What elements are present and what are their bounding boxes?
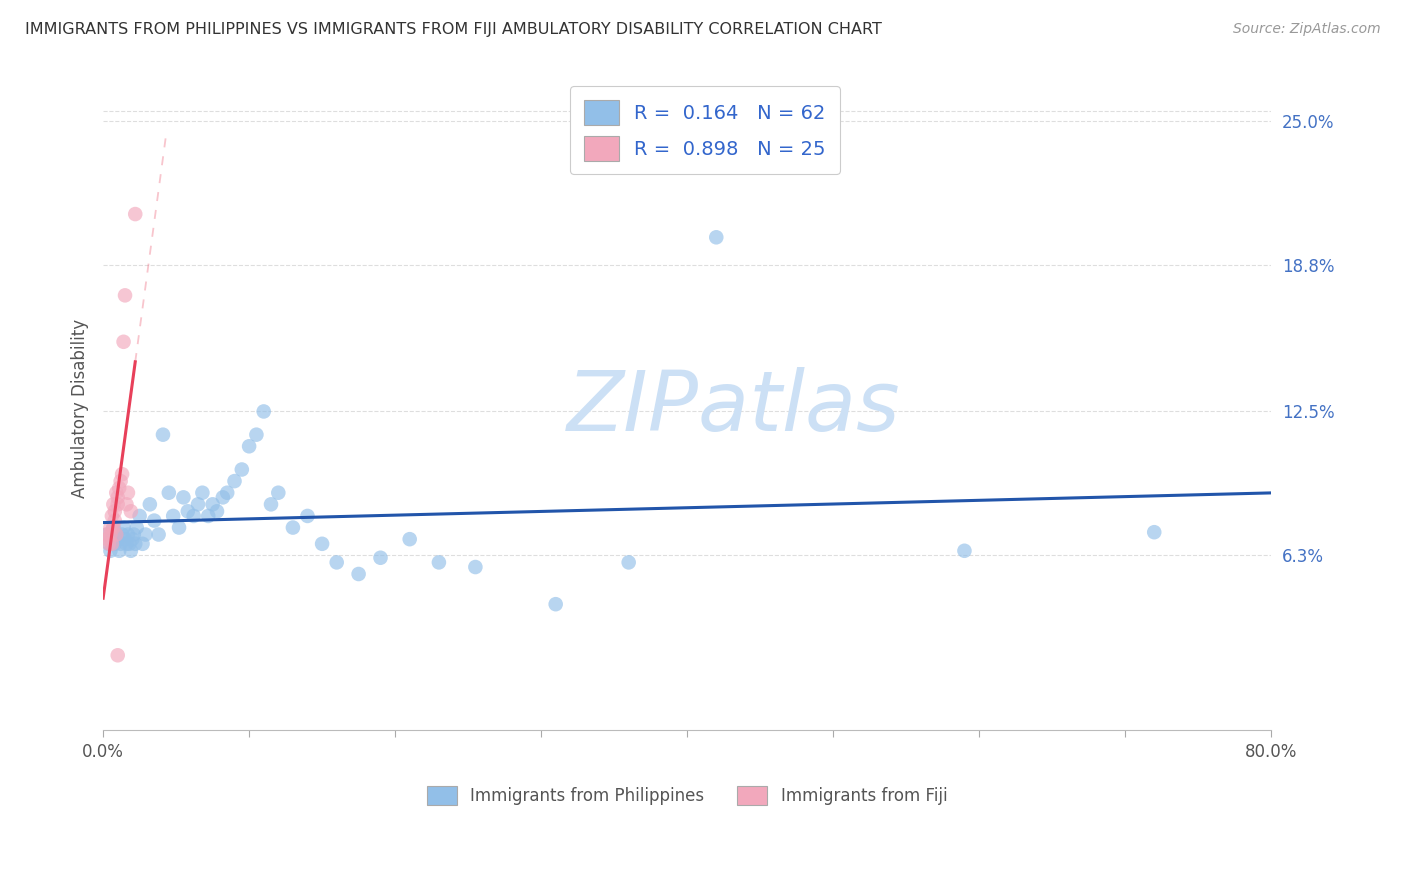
Point [115, 497, 138, 511]
Point [114, 532, 136, 546]
Point [100, 527, 122, 541]
Point [267, 485, 290, 500]
Point [103, 520, 125, 534]
Point [197, 508, 219, 523]
Point [224, 474, 246, 488]
Point [117, 527, 139, 541]
Point [107, 532, 129, 546]
Point [347, 566, 370, 581]
Point [704, 230, 727, 244]
Point [108, 481, 131, 495]
Point [201, 497, 224, 511]
Point [100, 543, 122, 558]
Point [101, 537, 124, 551]
Point [114, 288, 136, 302]
Point [162, 508, 184, 523]
Text: Source: ZipAtlas.com: Source: ZipAtlas.com [1233, 22, 1381, 37]
Point [253, 404, 276, 418]
Point [98, 537, 121, 551]
Point [125, 520, 148, 534]
Point [105, 527, 128, 541]
Point [617, 555, 640, 569]
Point [427, 555, 450, 569]
Point [96, 532, 118, 546]
Point [260, 497, 283, 511]
Point [96, 527, 118, 541]
Point [121, 532, 143, 546]
Point [108, 543, 131, 558]
Point [148, 527, 170, 541]
Point [107, 491, 129, 505]
Point [172, 491, 194, 505]
Point [370, 550, 392, 565]
Point [111, 467, 134, 482]
Point [104, 537, 127, 551]
Text: IMMIGRANTS FROM PHILIPPINES VS IMMIGRANTS FROM FIJI AMBULATORY DISABILITY CORREL: IMMIGRANTS FROM PHILIPPINES VS IMMIGRANT… [25, 22, 882, 37]
Point [152, 427, 174, 442]
Point [104, 514, 127, 528]
Point [953, 543, 976, 558]
Point [167, 520, 190, 534]
Point [117, 485, 139, 500]
Point [143, 514, 166, 528]
Point [107, 648, 129, 663]
Point [115, 537, 138, 551]
Point [1143, 525, 1166, 540]
Legend: Immigrants from Philippines, Immigrants from Fiji: Immigrants from Philippines, Immigrants … [420, 780, 955, 812]
Point [128, 508, 150, 523]
Point [105, 527, 128, 541]
Point [217, 485, 239, 500]
Point [94, 527, 117, 541]
Point [205, 504, 228, 518]
Point [107, 497, 129, 511]
Point [101, 508, 124, 523]
Point [325, 555, 347, 569]
Point [544, 597, 567, 611]
Point [104, 504, 127, 518]
Point [120, 543, 142, 558]
Point [211, 491, 233, 505]
Point [100, 520, 122, 534]
Point [105, 485, 128, 500]
Point [464, 560, 486, 574]
Point [112, 334, 135, 349]
Point [118, 537, 141, 551]
Point [231, 462, 253, 476]
Point [131, 537, 153, 551]
Point [98, 537, 121, 551]
Point [245, 427, 267, 442]
Point [134, 527, 156, 541]
Point [191, 485, 214, 500]
Point [110, 537, 132, 551]
Text: ZIPatlas: ZIPatlas [567, 368, 901, 449]
Point [311, 537, 333, 551]
Point [398, 532, 420, 546]
Point [110, 474, 132, 488]
Y-axis label: Ambulatory Disability: Ambulatory Disability [72, 318, 89, 498]
Point [157, 485, 180, 500]
Point [103, 520, 125, 534]
Point [111, 527, 134, 541]
Point [122, 527, 145, 541]
Point [112, 520, 135, 534]
Point [183, 508, 205, 523]
Point [124, 537, 146, 551]
Point [187, 497, 209, 511]
Point [177, 504, 200, 518]
Point [124, 207, 146, 221]
Point [238, 439, 260, 453]
Point [120, 504, 142, 518]
Point [297, 508, 319, 523]
Point [281, 520, 304, 534]
Point [103, 497, 125, 511]
Point [139, 497, 162, 511]
Point [101, 532, 124, 546]
